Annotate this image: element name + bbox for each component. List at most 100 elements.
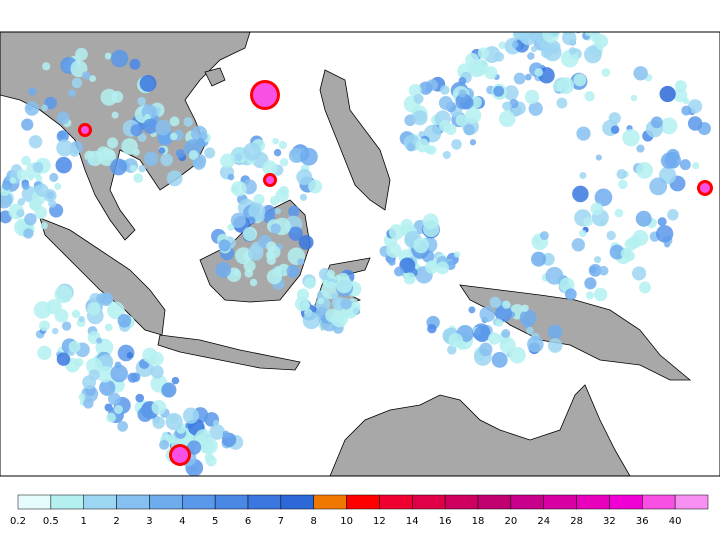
rain-cell (56, 130, 69, 143)
rain-cell (610, 125, 620, 134)
legend-label: 4 (179, 516, 185, 527)
rain-cell (436, 261, 450, 275)
rain-cell (308, 179, 323, 194)
rain-cell (595, 154, 602, 161)
rain-cell (620, 248, 632, 259)
rain-cell (183, 117, 193, 127)
rain-cell (528, 101, 543, 116)
rain-cell (137, 406, 153, 422)
rain-cell (40, 222, 48, 230)
rain-cell (297, 258, 305, 266)
rain-cell (110, 158, 127, 176)
rain-cell (272, 137, 279, 145)
rain-cell (422, 220, 440, 238)
rain-cell (300, 147, 318, 166)
rain-cell (105, 149, 116, 160)
rain-cell (222, 430, 230, 438)
rain-cell (489, 296, 501, 309)
rain-cell (584, 277, 597, 290)
rain-cell (104, 52, 112, 60)
rain-cell (24, 212, 37, 226)
legend-label: 20 (504, 516, 517, 527)
rain-cell (186, 440, 202, 455)
rain-cell (279, 158, 289, 167)
rain-cell (17, 198, 26, 206)
rain-cell (43, 189, 57, 202)
rain-cell (33, 301, 52, 319)
rain-cell (542, 32, 560, 43)
rain-cell (526, 326, 534, 335)
rain-cell (650, 116, 663, 129)
rain-cell (304, 277, 316, 289)
rain-cell (111, 90, 124, 103)
rain-cell (579, 229, 587, 238)
rain-cell (253, 194, 265, 206)
rain-cell (524, 73, 532, 81)
rain-cell (68, 89, 76, 97)
rain-cell (49, 172, 59, 182)
rain-cell (568, 47, 577, 55)
legend-swatch (412, 494, 446, 510)
rain-cell (488, 332, 501, 345)
rain-cell (23, 228, 34, 239)
rain-cell (495, 319, 504, 328)
rain-cell (155, 119, 171, 136)
rain-cell (162, 431, 169, 439)
rain-cell (524, 89, 540, 105)
rain-cell (135, 393, 145, 403)
rain-cell (451, 139, 462, 150)
rain-cell (71, 309, 81, 319)
rain-cell (636, 144, 645, 153)
rain-cell (61, 321, 72, 331)
rain-cell (326, 269, 336, 279)
rain-cell (41, 104, 48, 112)
rain-cell (469, 139, 477, 146)
legend-label: 6 (245, 516, 251, 527)
legend-label: 12 (373, 516, 386, 527)
hainan (204, 67, 226, 87)
rain-cell (495, 305, 513, 323)
rain-cell (330, 310, 349, 328)
rain-cell (56, 111, 70, 125)
rain-cell (129, 58, 141, 70)
rain-cell (635, 210, 652, 227)
rain-cell (299, 193, 308, 201)
rain-cell (439, 120, 452, 133)
rain-cell (427, 324, 437, 334)
legend-label: 18 (472, 516, 485, 527)
rain-cell (573, 73, 587, 87)
rain-cell (503, 85, 519, 101)
rain-cell (556, 77, 575, 95)
rain-cell (233, 269, 240, 276)
rain-cell (473, 325, 491, 343)
rain-cell (589, 265, 597, 274)
rain-cell (266, 269, 283, 285)
rain-cell (110, 49, 129, 68)
rain-cell (96, 337, 103, 344)
rain-cell (687, 99, 703, 114)
rain-cell (465, 107, 482, 124)
legend-swatch (576, 494, 610, 510)
rain-cell (37, 345, 52, 361)
rain-cell (35, 174, 43, 182)
rain-cell (632, 266, 647, 281)
rain-cell (633, 66, 648, 81)
rain-cell (152, 416, 165, 429)
rain-cell (32, 162, 44, 173)
rain-cell (584, 32, 593, 37)
rain-cell (660, 117, 678, 135)
rain-cell (243, 142, 262, 161)
rain-cell (576, 126, 591, 141)
color-legend: 0.2 0.5 1 2 3 4 5 6 7 8 10 12 14 16 18 20 24 28 32 36 40 (10, 494, 709, 527)
rain-cell (175, 148, 185, 158)
rain-cell (243, 259, 256, 272)
legend-swatch (346, 494, 380, 510)
rain-cell (44, 96, 57, 110)
rain-cell (111, 111, 119, 119)
rain-cell (579, 172, 587, 180)
rain-cell (501, 329, 511, 338)
rain-cell (439, 85, 450, 95)
rain-cell (403, 272, 416, 285)
legend-label: 10 (340, 516, 353, 527)
rain-cell (218, 239, 231, 252)
